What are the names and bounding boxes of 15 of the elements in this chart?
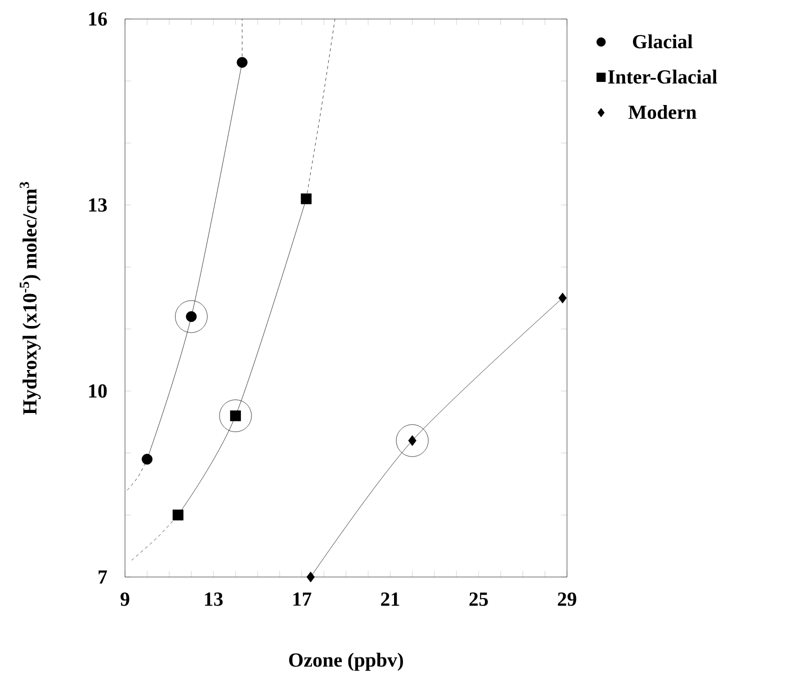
legend-label: Inter-Glacial xyxy=(608,70,718,84)
x-tick-label: 25 xyxy=(469,592,488,606)
x-tick-label: 17 xyxy=(293,592,312,606)
x-tick-label: 29 xyxy=(558,592,576,606)
legend-label: Modern xyxy=(628,104,696,119)
y-axis-title: Hydroxyl (x10$^{-5}$) molec/cm$^{3}$ xyxy=(20,182,41,415)
y-tick-label: 13 xyxy=(89,198,107,212)
y-tick-label: 7 xyxy=(98,570,107,584)
x-tick-label: 9 xyxy=(120,592,130,606)
x-axis-title: Ozone (ppbv) xyxy=(289,652,403,671)
x-tick-label: 21 xyxy=(381,592,400,606)
x-tick-label: 13 xyxy=(205,592,223,606)
y-tick-label: 16 xyxy=(89,12,107,26)
legend-label: Glacial xyxy=(632,34,693,48)
y-tick-label: 10 xyxy=(89,384,107,398)
